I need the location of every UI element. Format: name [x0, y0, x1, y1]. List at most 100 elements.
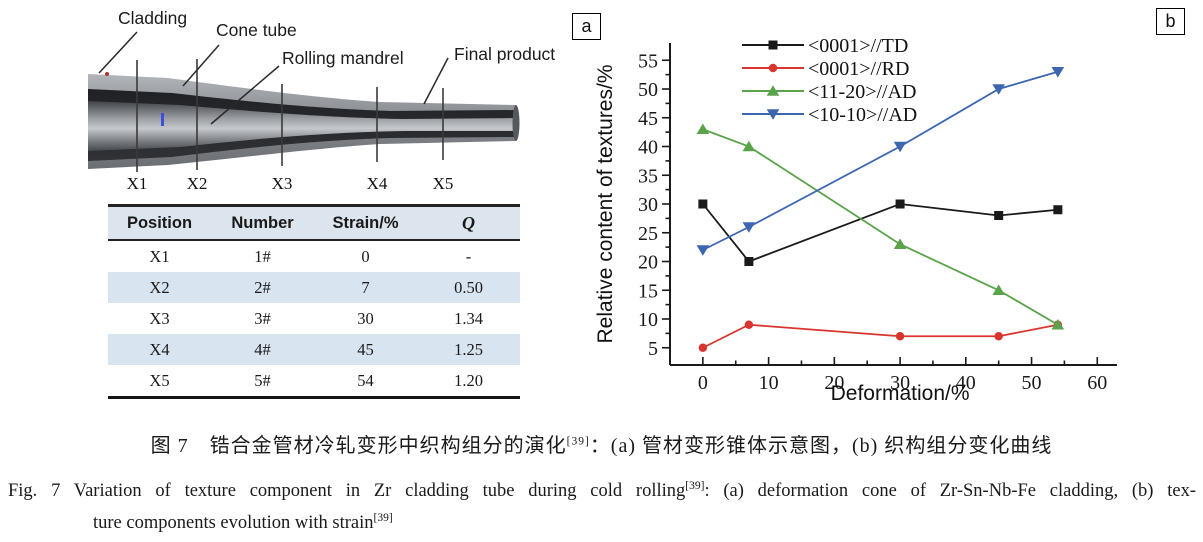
- caption-zh-ref: [39]: [566, 435, 590, 448]
- caption-zh-main: 图 7 锆合金管材冷轧变形中织构组分的演化: [150, 435, 567, 457]
- rolling-mandrel-label: Rolling mandrel: [282, 48, 404, 68]
- position-label-x4: X4: [367, 174, 388, 193]
- caption-en1-ref: [39]: [685, 480, 705, 492]
- x-tick-label: 40: [956, 372, 976, 394]
- cad-origin-marker: [161, 113, 164, 126]
- legend-item-1: <0001>//RD: [742, 58, 909, 80]
- y-tick-label: 50: [638, 79, 658, 101]
- series-0: [698, 199, 1063, 266]
- legend-label: <0001>//TD: [808, 35, 908, 57]
- table-cell: 3#: [254, 308, 271, 328]
- table-cell: 1.34: [454, 308, 483, 328]
- y-tick-label: 30: [638, 194, 658, 216]
- table-cell: 0: [361, 246, 370, 266]
- table-header-cell: Position: [108, 205, 211, 241]
- position-label-x5: X5: [433, 174, 454, 193]
- caption-en1-post: : (a) deformation cone of Zr-Sn-Nb-Fe cl…: [704, 481, 1196, 502]
- y-axis-title: Relative content of textures/%: [594, 65, 617, 344]
- cone-table-body: X1 1# 0 - X2 2# 7 0.50 X3 3# 30 1.34 X4 4# 45 1.25 X5 5# 5…: [108, 240, 520, 398]
- x-tick-label: 10: [759, 372, 779, 394]
- y-tick-label: 20: [638, 252, 658, 274]
- cladding-leader-line: [98, 31, 138, 74]
- series-3: [696, 67, 1065, 256]
- final-product-label: Final product: [454, 44, 555, 64]
- series-1: [698, 320, 1063, 352]
- legend-item-2: <11-20>//AD: [742, 81, 916, 103]
- cone-tube-leader-line: [182, 44, 220, 87]
- y-tick-label: 10: [638, 309, 658, 331]
- series-line: [702, 323, 1059, 349]
- cad-marker-dot: [105, 72, 109, 76]
- deformation-cone-diagram: Cladding Cone tube Rolling mandrel Final…: [88, 8, 555, 193]
- series-marker: [742, 140, 756, 152]
- panel-b-label: b: [1156, 8, 1185, 35]
- table-cell: X2: [149, 277, 170, 297]
- position-label-x2: X2: [187, 174, 208, 193]
- legend-label: <11-20>//AD: [808, 81, 916, 103]
- y-tick-label: 45: [638, 108, 658, 130]
- series-marker: [766, 109, 780, 120]
- y-tick-label: 15: [638, 280, 658, 302]
- table-row: X5 5# 54 1.20: [108, 365, 520, 398]
- table-header-row: Position Number Strain/% Q: [108, 205, 520, 241]
- table-cell: 1.20: [454, 370, 483, 390]
- series-marker: [992, 84, 1005, 95]
- series-marker: [992, 284, 1005, 295]
- y-tick-label: 35: [638, 165, 658, 187]
- series-marker: [768, 63, 778, 73]
- series-marker: [895, 332, 905, 341]
- series-marker: [744, 257, 754, 266]
- series-marker: [1053, 205, 1063, 215]
- table-cell: 5#: [254, 370, 271, 390]
- rolling-mandrel-shape: [88, 101, 516, 151]
- legend-item-3: <10-10>//AD: [742, 104, 917, 126]
- table-cell: 7: [361, 277, 370, 297]
- x-tick-label: 50: [1022, 372, 1042, 394]
- caption-chinese: 图 7 锆合金管材冷轧变形中织构组分的演化[39]：(a) 管材变形锥体示意图，…: [0, 429, 1203, 458]
- table-row: X4 4# 45 1.25: [108, 334, 520, 365]
- series-marker: [744, 320, 754, 329]
- table-header-cell: Strain/%: [314, 205, 417, 241]
- series-marker: [994, 332, 1003, 341]
- series-marker: [698, 199, 708, 209]
- series-marker: [766, 85, 780, 96]
- series-marker: [742, 222, 756, 233]
- table-cell: 2#: [254, 277, 271, 297]
- x-axis-title: Deformation/%: [831, 382, 970, 405]
- series-marker: [893, 238, 907, 249]
- caption-en1-pre: Fig. 7 Variation of texture component in…: [8, 481, 686, 502]
- caption-english-line1: Fig. 7 Variation of texture component in…: [8, 480, 1196, 502]
- series-marker: [696, 123, 710, 134]
- legend-item-0: <0001>//TD: [742, 35, 908, 57]
- cladding-label: Cladding: [118, 8, 187, 28]
- rolling-mandrel-leader-line: [210, 65, 280, 125]
- panel-a-label: a: [572, 13, 601, 40]
- table-row: X1 1# 0 -: [108, 240, 520, 272]
- caption-english-line2: ture components evolution with strain[39…: [93, 512, 393, 534]
- table-cell: 1.25: [454, 339, 483, 359]
- series-marker: [1051, 67, 1065, 78]
- series-marker: [768, 40, 778, 50]
- caption-en2-ref: [39]: [373, 512, 393, 524]
- x-tick-label: 20: [824, 372, 844, 394]
- table-cell: 0.50: [454, 277, 483, 297]
- final-product-leader-line: [423, 57, 449, 105]
- tube-end-face: [512, 105, 520, 141]
- cone-position-table: Position Number Strain/% Q X1 1# 0- X2 2# 7 0.50 X…: [108, 204, 520, 399]
- table-header-cell: Number: [211, 205, 314, 241]
- x-tick-label: 60: [1087, 372, 1107, 394]
- table-cell: -: [465, 246, 472, 266]
- table-cell: X1: [149, 246, 170, 266]
- series-marker: [893, 141, 907, 153]
- table-row: X2 2# 7 0.50: [108, 272, 520, 303]
- series-marker: [696, 245, 710, 256]
- series-line: [702, 128, 1059, 326]
- y-tick-label: 5: [648, 338, 658, 360]
- legend-label: <0001>//RD: [808, 58, 909, 80]
- series-marker: [1051, 318, 1065, 330]
- table-cell: 54: [357, 370, 374, 390]
- series-2: [696, 123, 1065, 330]
- table-cell: X5: [149, 370, 170, 390]
- table-header-cell: Q: [417, 205, 520, 241]
